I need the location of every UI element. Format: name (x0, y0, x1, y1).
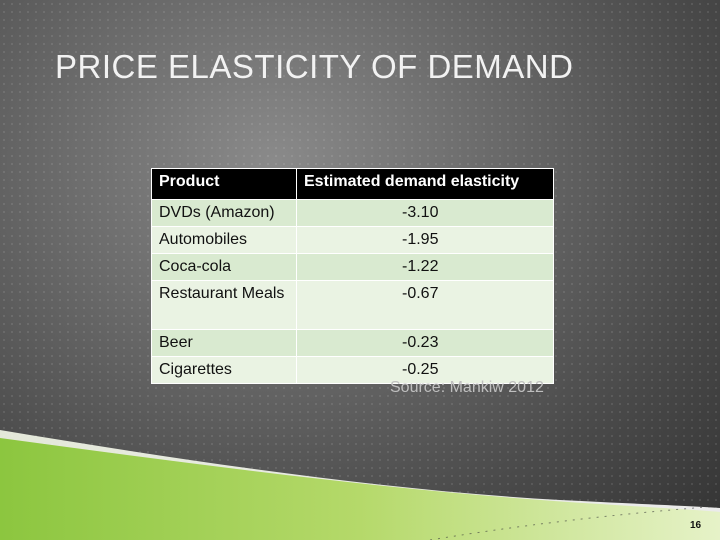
product-cell: DVDs (Amazon) (151, 199, 297, 227)
elasticity-cell: -3.10 (296, 199, 554, 227)
elasticity-table: Product Estimated demand elasticity DVDs… (151, 168, 554, 384)
product-cell: Cigarettes (151, 356, 297, 384)
table-row: Beer -0.23 (151, 329, 554, 357)
product-cell: Beer (151, 329, 297, 357)
table-row: Restaurant Meals -0.67 (151, 280, 554, 330)
green-swoosh-decoration (0, 430, 720, 540)
header-elasticity: Estimated demand elasticity (296, 168, 554, 200)
product-cell: Restaurant Meals (151, 280, 297, 330)
elasticity-cell: -1.95 (296, 226, 554, 254)
table-row: DVDs (Amazon) -3.10 (151, 199, 554, 227)
product-cell: Coca-cola (151, 253, 297, 281)
table-row: Coca-cola -1.22 (151, 253, 554, 281)
elasticity-cell: -0.25 (296, 356, 554, 384)
source-citation: Source: Mankiw 2012 (390, 379, 544, 396)
slide-title: PRICE ELASTICITY OF DEMAND (55, 48, 574, 85)
header-product: Product (151, 168, 297, 200)
page-number: 16 (690, 520, 702, 531)
table-row: Automobiles -1.95 (151, 226, 554, 254)
elasticity-cell: -0.23 (296, 329, 554, 357)
elasticity-cell: -0.67 (296, 280, 554, 330)
product-cell: Automobiles (151, 226, 297, 254)
table-header-row: Product Estimated demand elasticity (151, 168, 554, 200)
table-row: Cigarettes -0.25 (151, 356, 554, 384)
elasticity-cell: -1.22 (296, 253, 554, 281)
